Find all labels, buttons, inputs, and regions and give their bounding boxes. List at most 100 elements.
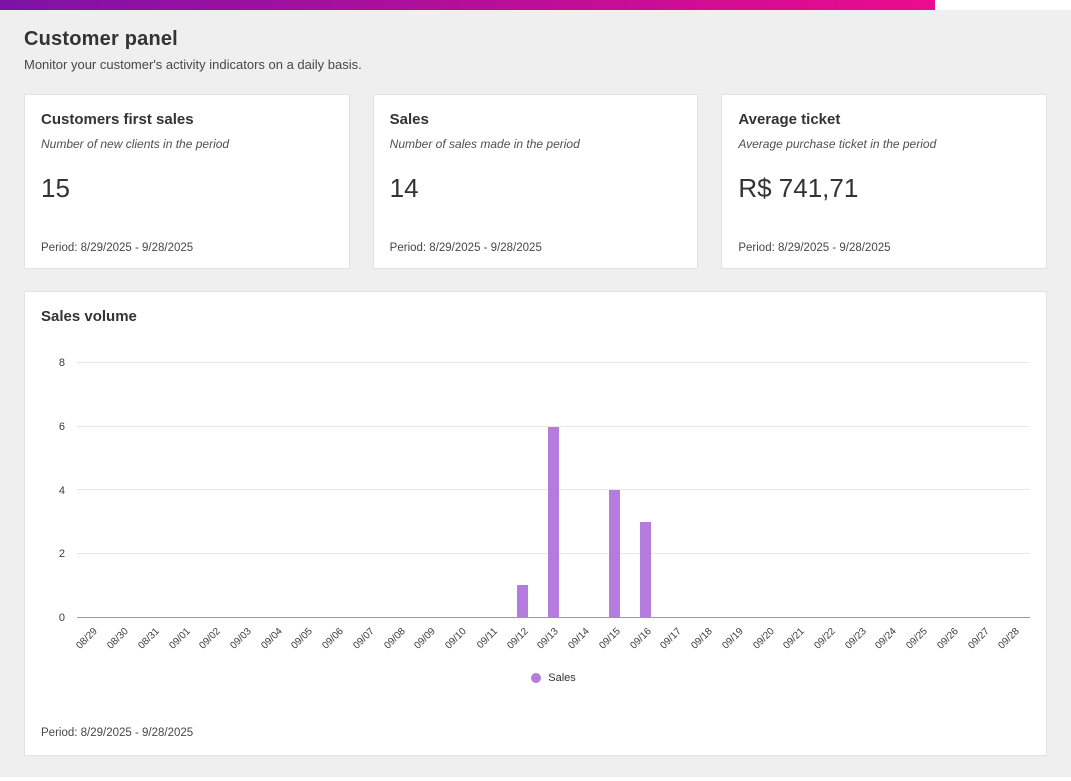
- card-value: R$ 741,71: [738, 173, 859, 203]
- y-tick-label: 0: [58, 612, 65, 624]
- x-tick-slot: 09/23: [843, 618, 876, 670]
- x-tick-slot: 08/30: [105, 618, 139, 670]
- card-title: Sales: [389, 111, 429, 128]
- x-tick-label: 09/02: [197, 626, 224, 652]
- bar-slot: [77, 363, 108, 617]
- bar-slot: [753, 363, 784, 617]
- bar-slot: [784, 363, 815, 617]
- x-tick-label: 09/12: [504, 626, 531, 652]
- bar-slot: [384, 363, 415, 617]
- card-customers-first-sales: Customers first sales Number of new clie…: [24, 94, 350, 269]
- bar-slot: [845, 363, 876, 617]
- x-tick-label: 08/29: [74, 626, 101, 652]
- chart-title: Sales volume: [41, 308, 137, 325]
- x-tick-label: 09/13: [535, 626, 562, 652]
- brand-gradient-bar: [0, 0, 935, 10]
- card-description: Number of new clients in the period: [41, 137, 230, 151]
- bar-slot: [446, 363, 477, 617]
- x-tick-slot: 09/13: [535, 618, 569, 670]
- x-tick-label: 09/04: [259, 626, 285, 652]
- x-tick-label: 09/28: [996, 626, 1023, 652]
- x-tick-label: 09/09: [412, 626, 439, 652]
- bar-slot: [815, 363, 846, 617]
- x-tick-label: 09/10: [443, 626, 469, 652]
- x-tick-slot: 09/11: [475, 618, 508, 670]
- gridline: [77, 425, 1030, 427]
- card-period: Period: 8/29/2025 - 9/28/2025: [41, 242, 194, 254]
- chart-period: Period: 8/29/2025 - 9/28/2025: [41, 727, 194, 739]
- bar-slot: [138, 363, 169, 617]
- x-tick-label: 09/16: [627, 626, 654, 652]
- chart-y-axis: 0 2 4 6 8: [41, 357, 77, 624]
- x-tick-slot: 09/10: [443, 618, 477, 670]
- y-tick-label: 6: [58, 420, 65, 433]
- x-tick-label: 09/06: [320, 626, 347, 652]
- x-tick-slot: 09/21: [782, 618, 815, 670]
- bar-slot: [538, 363, 569, 617]
- legend-swatch: [531, 673, 542, 683]
- x-tick-slot: 09/16: [627, 618, 661, 670]
- x-tick-slot: 09/06: [320, 618, 354, 670]
- y-tick-label: 8: [58, 357, 65, 369]
- x-tick-label: 09/18: [689, 626, 715, 652]
- x-tick-label: 09/08: [382, 626, 408, 652]
- x-tick-label: 09/05: [289, 626, 316, 652]
- bar-slot: [907, 363, 938, 617]
- x-tick-slot: 09/04: [259, 618, 292, 670]
- chart: 0 2 4 6 8: [41, 357, 1030, 624]
- x-tick-slot: 09/08: [382, 618, 415, 670]
- card-period: Period: 8/29/2025 - 9/28/2025: [389, 242, 542, 254]
- bar-slot: [999, 363, 1030, 617]
- x-tick-slot: 09/05: [289, 618, 323, 670]
- top-strip: [0, 0, 1071, 10]
- bar-slot: [938, 363, 969, 617]
- bar-slot: [630, 363, 661, 617]
- y-tick-label: 2: [58, 548, 65, 561]
- x-tick-slot: 09/20: [750, 618, 784, 670]
- card-title: Average ticket: [738, 111, 841, 128]
- bar-09/15: [609, 490, 621, 617]
- x-tick-label: 09/17: [658, 626, 685, 652]
- bar-slot: [569, 363, 600, 617]
- bar-slot: [876, 363, 907, 617]
- kpi-cards-row: Customers first sales Number of new clie…: [24, 94, 1048, 269]
- x-tick-label: 09/14: [566, 626, 592, 652]
- card-title: Customers first sales: [41, 111, 194, 128]
- x-tick-slot: 09/18: [689, 618, 723, 670]
- bar-slot: [722, 363, 753, 617]
- page-subtitle: Monitor your customer's activity indicat…: [24, 57, 362, 72]
- x-tick-label: 09/22: [812, 626, 838, 652]
- x-tick-label: 09/03: [228, 626, 254, 652]
- bar-09/13: [547, 426, 559, 617]
- card-average-ticket: Average ticket Average purchase ticket i…: [721, 94, 1048, 269]
- bar-slot: [108, 363, 139, 617]
- card-value: 14: [389, 173, 419, 203]
- bar-slot: [477, 363, 508, 617]
- page-title: Customer panel: [24, 28, 178, 50]
- x-tick-label: 09/20: [750, 626, 777, 652]
- bar-09/16: [640, 521, 652, 617]
- x-tick-slot: 09/15: [597, 618, 630, 670]
- x-tick-slot: 08/31: [136, 618, 169, 670]
- card-description: Number of sales made in the period: [389, 137, 580, 151]
- x-tick-label: 09/01: [166, 626, 193, 652]
- bar-slot: [231, 363, 262, 617]
- card-sales: Sales Number of sales made in the period…: [372, 94, 699, 269]
- card-description: Average purchase ticket in the period: [738, 137, 937, 151]
- x-tick-slot: 09/12: [504, 618, 538, 670]
- bar-slot: [261, 363, 292, 617]
- x-tick-slot: 09/09: [412, 618, 446, 670]
- bars-layer: [77, 363, 1030, 617]
- bar-slot: [599, 363, 630, 617]
- x-tick-label: 09/07: [351, 626, 377, 652]
- x-tick-label: 08/31: [136, 626, 162, 652]
- bar-slot: [323, 363, 354, 617]
- chart-legend: Sales: [77, 672, 1030, 684]
- x-tick-slot: 09/28: [996, 618, 1030, 670]
- gridline: [77, 362, 1030, 363]
- card-period: Period: 8/29/2025 - 9/28/2025: [738, 242, 891, 254]
- y-tick-label: 4: [58, 484, 65, 497]
- bar-09/12: [517, 585, 529, 617]
- legend-label: Sales: [548, 672, 576, 684]
